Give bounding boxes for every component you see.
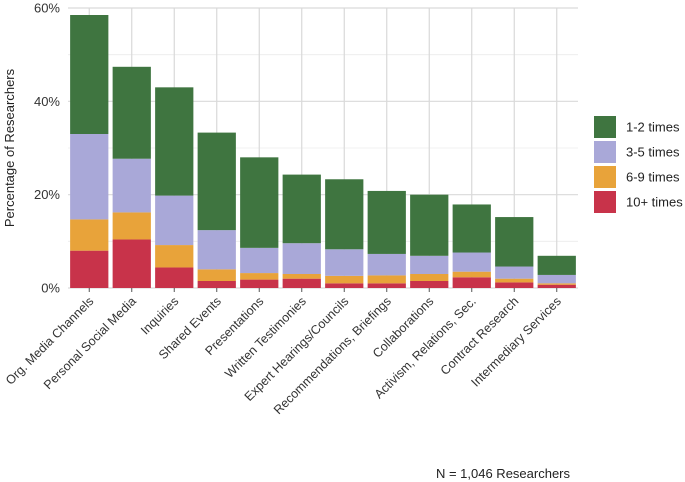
legend-label: 10+ times: [626, 195, 683, 210]
bar-segment: [240, 273, 279, 280]
bar-segment: [537, 284, 576, 288]
sample-size-caption: N = 1,046 Researchers: [436, 466, 571, 481]
bar-segment: [112, 212, 151, 240]
bar-segment: [410, 274, 449, 281]
bars: [70, 15, 576, 288]
y-axis-ticks: 0% 20% 40% 60%: [34, 1, 60, 296]
bar-segment: [282, 243, 321, 274]
bar-segment: [410, 281, 449, 288]
bar-segment: [70, 134, 109, 220]
legend-label: 6-9 times: [626, 170, 680, 185]
bar-segment: [325, 249, 364, 276]
bar-segment: [240, 157, 279, 248]
y-tick-label: 0%: [41, 281, 60, 296]
bar-segment: [495, 217, 534, 267]
bar-segment: [70, 219, 109, 251]
bar-segment: [240, 247, 279, 274]
bar-segment: [452, 271, 491, 278]
bar-segment: [537, 255, 576, 275]
bar-segment: [367, 190, 406, 254]
bar-segment: [495, 282, 534, 288]
bar-segment: [197, 230, 236, 270]
bar-segment: [367, 275, 406, 284]
legend-label: 1-2 times: [626, 120, 680, 135]
bar-segment: [155, 87, 194, 196]
bar-segment: [367, 283, 406, 288]
bar-segment: [197, 132, 236, 231]
legend-swatch: [594, 166, 616, 188]
bar-segment: [410, 255, 449, 274]
y-axis-title: Percentage of Researchers: [2, 68, 17, 227]
bar-segment: [537, 283, 576, 285]
bar-segment: [452, 277, 491, 288]
bar-segment: [282, 174, 321, 244]
bar-segment: [240, 279, 279, 288]
bar-segment: [325, 275, 364, 284]
bar-segment: [197, 281, 236, 288]
bar-segment: [197, 269, 236, 281]
bar-segment: [495, 266, 534, 279]
y-tick-label: 20%: [34, 187, 60, 202]
bar-segment: [325, 179, 364, 250]
bar-segment: [155, 267, 194, 288]
bar-segment: [495, 278, 534, 283]
y-tick-label: 60%: [34, 1, 60, 16]
x-tick-label: Written Testimonies: [222, 294, 309, 381]
bar-segment: [112, 239, 151, 288]
bar-segment: [325, 283, 364, 288]
bar-segment: [452, 204, 491, 253]
bar-segment: [70, 250, 109, 288]
legend-swatch: [594, 141, 616, 163]
bar-segment: [155, 195, 194, 246]
bar-segment: [70, 15, 109, 134]
bar-segment: [537, 274, 576, 284]
bar-segment: [155, 245, 194, 268]
legend-label: 3-5 times: [626, 145, 680, 160]
bar-segment: [112, 158, 151, 213]
bar-segment: [282, 274, 321, 279]
bar-segment: [452, 252, 491, 272]
x-tick-label: Contract Research: [438, 294, 522, 378]
bar-segment: [282, 278, 321, 288]
y-tick-label: 40%: [34, 94, 60, 109]
legend-swatch: [594, 116, 616, 138]
bar-segment: [367, 253, 406, 276]
legend: 1-2 times 3-5 times 6-9 times 10+ times: [594, 116, 683, 213]
x-tick-label: Inquiries: [138, 294, 181, 337]
bar-segment: [112, 66, 151, 159]
legend-swatch: [594, 191, 616, 213]
bar-segment: [410, 194, 449, 256]
